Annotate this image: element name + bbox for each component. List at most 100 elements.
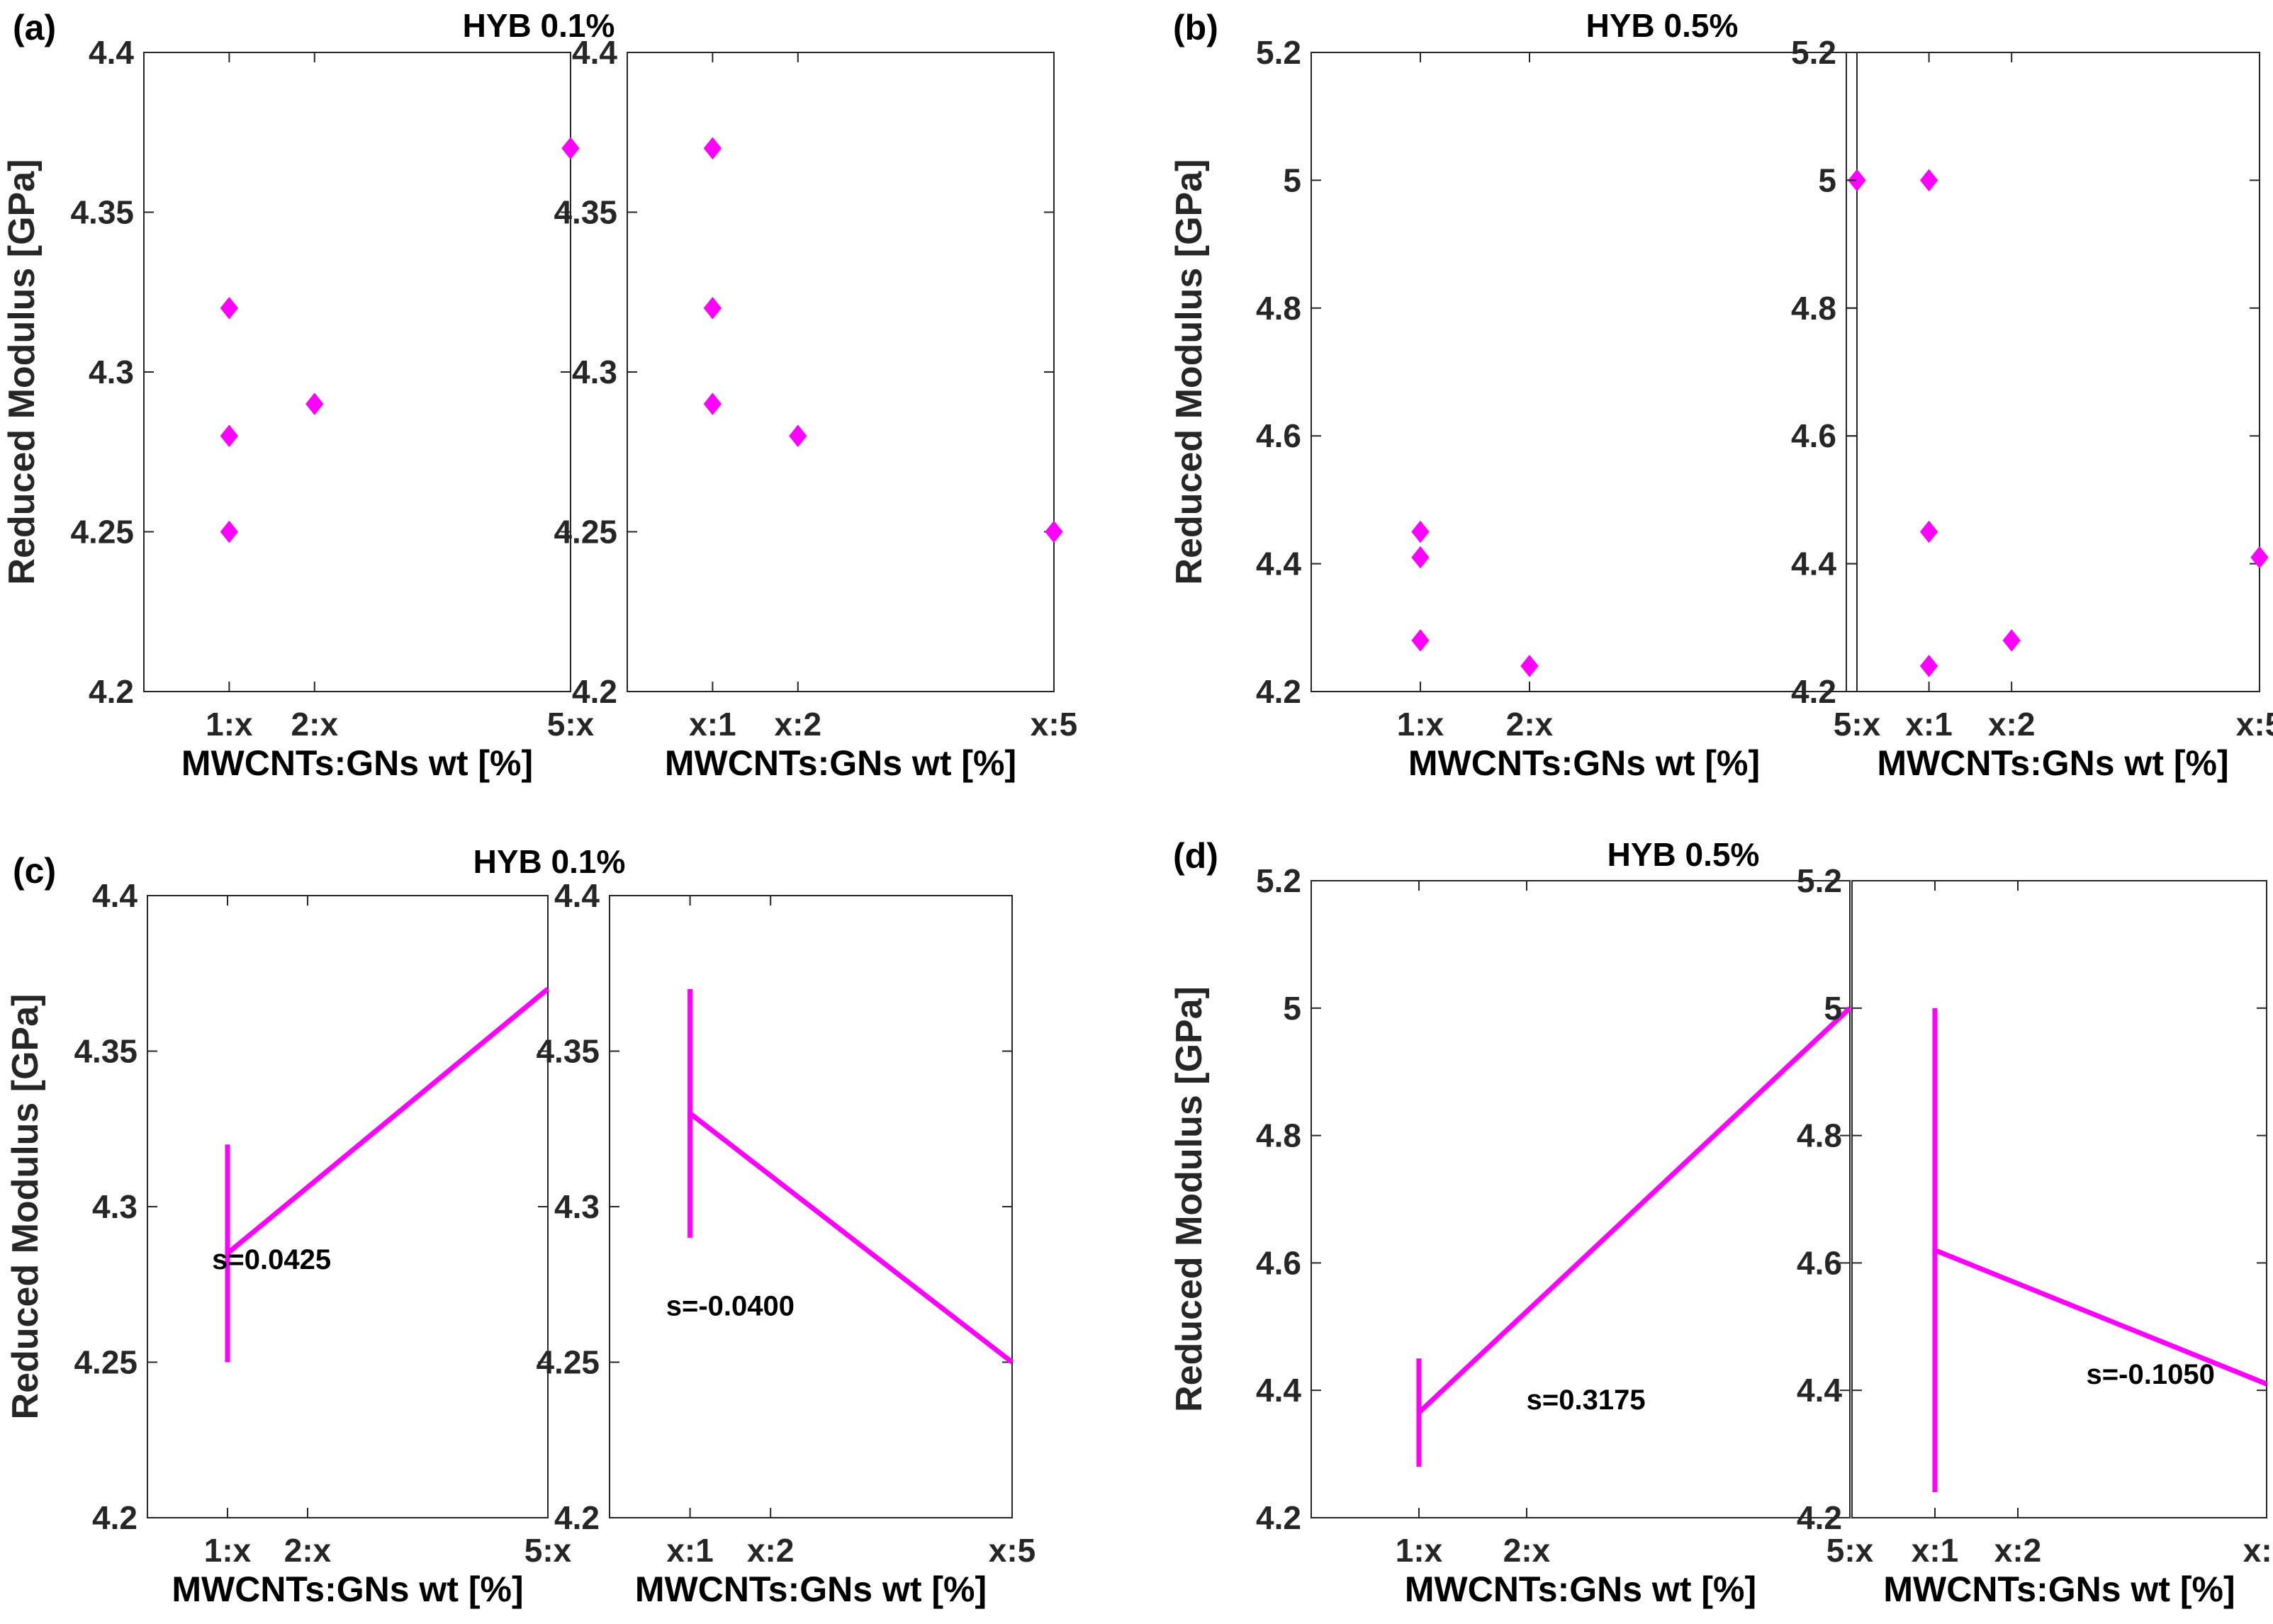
data-point-marker [220,424,239,448]
y-tick-label: 4.35 [536,1033,600,1070]
y-tick-label: 4.4 [1791,546,1836,582]
slope-annotation: s=-0.1050 [2087,1359,2215,1390]
data-point-marker [1848,169,1866,192]
y-tick-label: 4.25 [70,514,134,551]
y-tick-label: 4.4 [89,34,134,71]
x-axis-label: MWCNTs:GNs wt [%] [1883,1569,2235,1609]
x-tick-label: x:2 [1994,1532,2041,1569]
y-axis-label: Reduced Modulus [GPa] [1169,159,1210,585]
y-tick-label: 4.4 [1256,546,1301,582]
y-tick-label: 5.2 [1256,34,1301,71]
y-tick-label: 4.25 [536,1344,600,1381]
data-point-marker [789,424,807,448]
y-tick-label: 4.2 [1256,673,1301,710]
y-tick-label: 4.8 [1791,290,1836,327]
y-tick-label: 4.35 [70,194,134,231]
data-point-marker [1919,520,1938,543]
y-tick-label: 4.35 [554,194,617,231]
panel-d-left: 4.2 4.4 4.6 4.8 5 5.2 1:x 2:x 5:x MWCNTs:GNs wt [… [1169,836,1874,1609]
x-axis-label: MWCNTs:GNs wt [%] [665,743,1016,783]
data-point-marker [220,520,239,543]
y-tick-label: 4.25 [554,514,617,551]
x-axis-label: MWCNTs:GNs wt [%] [181,743,533,783]
y-tick-label: 4.35 [74,1033,137,1070]
axes-box [1311,880,1851,1518]
trend-line [225,987,550,1256]
data-point-marker [1411,546,1430,569]
data-point-marker [1411,629,1430,652]
x-tick-label: 2:x [291,706,339,743]
y-tick-label: 5.2 [1791,34,1836,71]
panel-a-left: 4.2 4.25 4.3 4.35 4.4 1:x 2:x 5:x MWCNTs:GNs wt … [1,7,614,783]
y-tick-label: 4.2 [1791,673,1836,710]
y-tick-label: 4.2 [572,673,617,710]
x-tick-label: 2:x [284,1532,332,1569]
panel-title: HYB 0.5% [1607,836,1760,873]
y-tick-label: 4.6 [1256,1244,1301,1281]
y-tick-label: 4.2 [92,1499,137,1536]
x-axis-label: MWCNTs:GNs wt [%] [1405,1569,1756,1609]
data-point-marker [703,137,722,160]
y-tick-label: 4.2 [1256,1499,1301,1536]
panel-title: HYB 0.1% [473,843,626,880]
axes-box [1311,52,1858,692]
x-tick-label: 5:x [1826,1532,1874,1569]
data-point-marker [703,296,722,320]
data-point-marker [1919,169,1938,192]
y-tick-label: 4.2 [89,673,134,710]
y-tick-label: 4.6 [1791,417,1836,454]
slope-annotation: s=0.3175 [1527,1385,1646,1416]
x-tick-label: x:5 [1031,706,1077,743]
x-axis-label: MWCNTs:GNs wt [%] [635,1569,987,1609]
y-tick-label: 4.4 [92,877,137,914]
x-tick-label: x:1 [666,1532,713,1569]
y-tick-label: 4.6 [1797,1244,1842,1281]
x-tick-label: x:1 [1912,1532,1958,1569]
x-tick-label: x:1 [689,706,736,743]
data-point-marker [1045,520,1063,543]
panel-a-right: 4.2 4.25 4.3 4.35 4.4 x:1 x:2 x:5 MWCNTs:GNs wt … [554,34,1077,783]
y-tick-label: 4.4 [572,34,617,71]
x-tick-label: x:2 [1988,706,2035,743]
x-tick-label: 5:x [524,1532,572,1569]
x-tick-label: 1:x [1397,706,1444,743]
x-tick-label: 2:x [1506,706,1554,743]
y-tick-label: 5 [1818,162,1836,198]
y-axis-label: Reduced Modulus [GPa] [5,994,46,1420]
x-tick-label: 1:x [206,706,253,743]
panel-label: (a) [13,8,56,47]
y-tick-label: 4.6 [1256,417,1301,454]
x-axis-label: MWCNTs:GNs wt [%] [1877,743,2228,783]
x-tick-label: 2:x [1503,1532,1551,1569]
axes-box [1851,880,2267,1518]
x-tick-label: x:1 [1905,706,1952,743]
y-tick-label: 5 [1824,990,1842,1027]
panel-label: (c) [13,851,56,891]
x-tick-label: 5:x [1834,706,1881,743]
data-point-marker [561,137,580,160]
trend-line [1417,1006,1852,1415]
x-tick-label: 5:x [547,706,595,743]
slope-annotation: s=-0.0400 [666,1291,795,1322]
y-tick-label: 4.3 [572,354,617,390]
axes-box [1846,52,2260,692]
data-point-marker [305,393,324,415]
y-tick-label: 4.8 [1256,290,1301,327]
x-tick-label: x:5 [2236,706,2273,743]
panel-label: (d) [1173,836,1218,876]
data-point-marker [1411,520,1430,543]
y-tick-label: 5 [1283,990,1301,1027]
data-point-marker [220,296,239,320]
y-axis-label: Reduced Modulus [GPa] [1169,986,1210,1412]
data-point-marker [703,393,722,415]
data-point-marker [2250,546,2269,569]
x-tick-label: 1:x [204,1532,252,1569]
x-axis-label: MWCNTs:GNs wt [%] [172,1569,523,1609]
data-point-marker [1520,655,1539,677]
y-tick-label: 4.8 [1256,1117,1301,1154]
y-axis-label: Reduced Modulus [GPa] [1,159,43,585]
